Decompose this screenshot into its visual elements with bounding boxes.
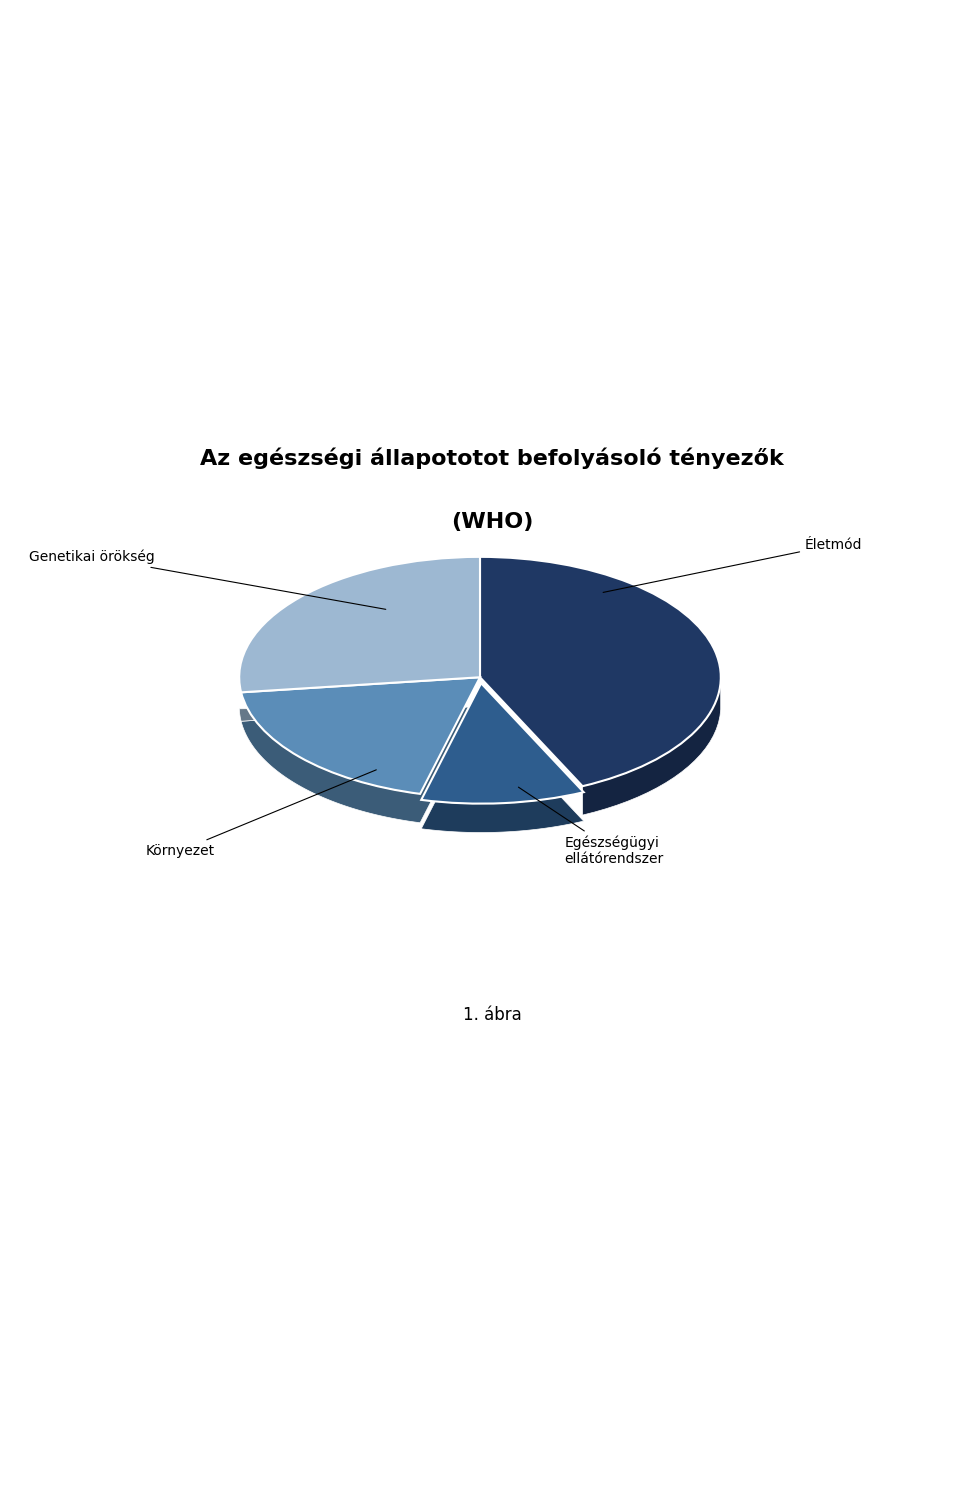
Text: Környezet: Környezet (146, 771, 376, 858)
Polygon shape (583, 680, 721, 816)
Wedge shape (480, 557, 721, 786)
Text: Genetikai örökség: Genetikai örökség (29, 549, 386, 610)
Polygon shape (421, 683, 584, 832)
Polygon shape (239, 677, 480, 721)
Text: (WHO): (WHO) (451, 513, 533, 533)
Text: Életmód: Életmód (603, 537, 863, 593)
Text: 1. ábra: 1. ábra (463, 1005, 521, 1023)
Polygon shape (241, 677, 480, 823)
Wedge shape (421, 683, 584, 804)
Wedge shape (239, 557, 480, 692)
Text: Egészségügyi
ellátórendszer: Egészségügyi ellátórendszer (518, 787, 663, 865)
Text: Az egészségi állapototot befolyásoló tényezők: Az egészségi állapototot befolyásoló tén… (200, 448, 784, 470)
Wedge shape (241, 677, 480, 793)
